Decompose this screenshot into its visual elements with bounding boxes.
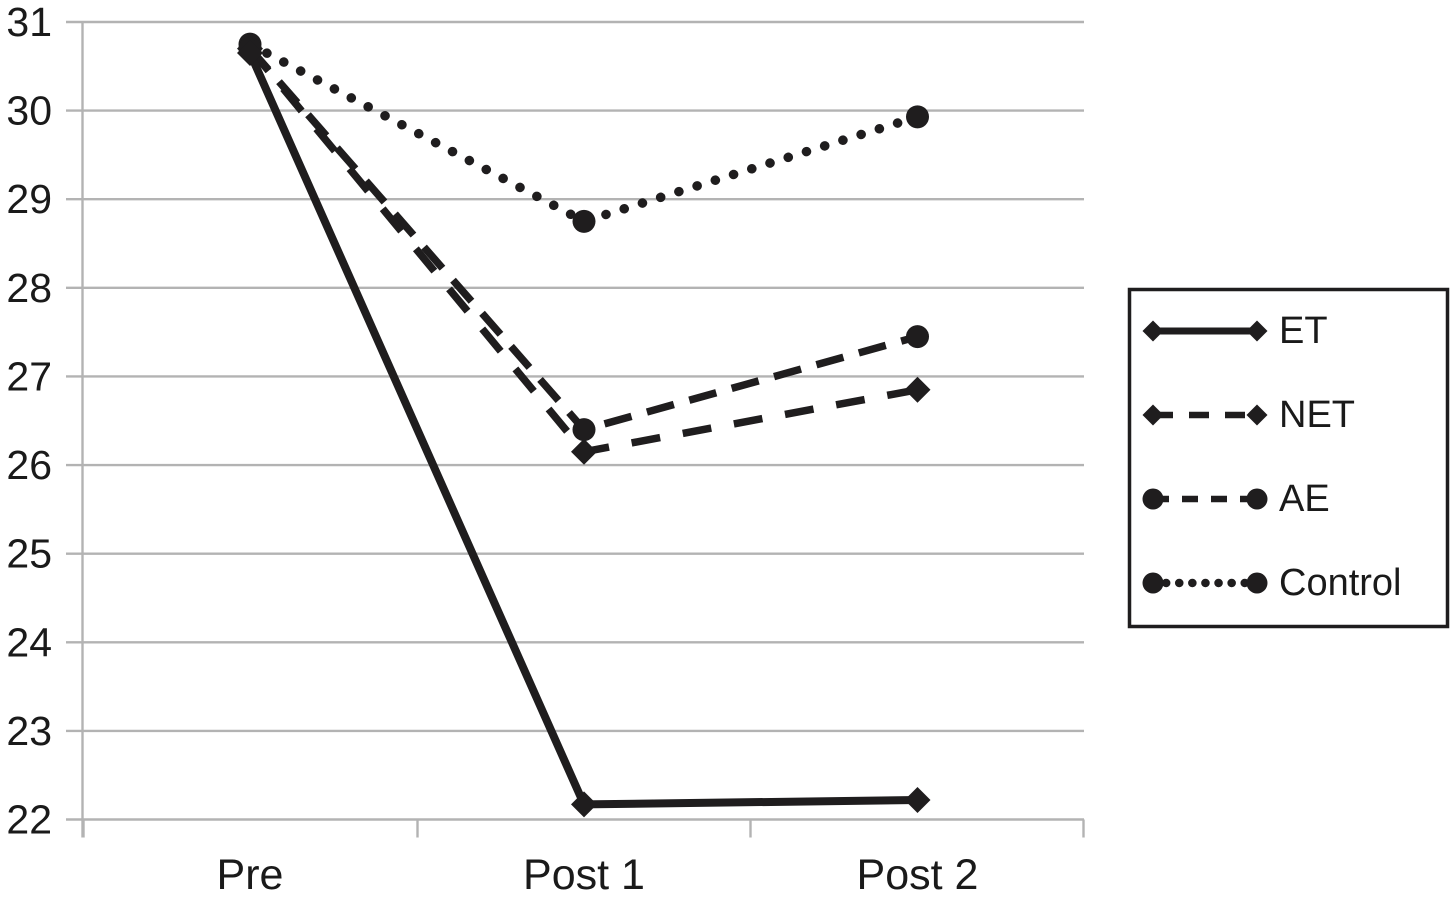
- legend-marker-net: [1246, 404, 1268, 426]
- y-tick-label: 27: [6, 353, 52, 399]
- legend-label-net: NET: [1279, 394, 1355, 436]
- legend-marker-et: [1142, 320, 1164, 342]
- legend-marker-ae: [1246, 488, 1268, 510]
- y-tick-label: 29: [6, 176, 52, 222]
- series-marker-net: [904, 376, 931, 403]
- legend-label-ae: AE: [1279, 478, 1330, 520]
- legend-marker-control: [1142, 572, 1164, 594]
- legend-marker-control: [1246, 572, 1268, 594]
- x-tick-label: Pre: [217, 851, 284, 899]
- series-marker-ae: [572, 418, 596, 442]
- series-line-ae: [247, 46, 919, 434]
- legend-marker-ae: [1142, 488, 1164, 510]
- series-line-net: [247, 46, 919, 456]
- x-tick-label: Post 2: [857, 851, 979, 899]
- legend-marker-et: [1246, 320, 1268, 342]
- series-marker-control: [906, 105, 929, 129]
- series-marker-net: [571, 438, 597, 465]
- y-tick-label: 24: [6, 619, 52, 665]
- legend-label-control: Control: [1279, 562, 1402, 604]
- series-marker-et: [571, 791, 597, 818]
- y-tick-label: 28: [6, 265, 52, 311]
- series-marker-ae: [906, 325, 929, 349]
- y-tick-label: 31: [6, 0, 52, 45]
- y-tick-label: 23: [6, 708, 52, 754]
- series-line-control: [245, 39, 923, 227]
- legend-marker-net: [1142, 404, 1164, 426]
- series-marker-et: [237, 40, 263, 67]
- legend-label-et: ET: [1279, 310, 1328, 352]
- series-marker-et: [904, 787, 931, 814]
- series-marker-control: [572, 209, 596, 233]
- y-tick-label: 30: [6, 88, 52, 134]
- y-tick-label: 25: [6, 531, 52, 577]
- y-tick-label: 26: [6, 442, 52, 488]
- legend-box: [1127, 287, 1450, 629]
- y-tick-label: 22: [6, 797, 52, 843]
- x-tick-label: Post 1: [523, 851, 645, 899]
